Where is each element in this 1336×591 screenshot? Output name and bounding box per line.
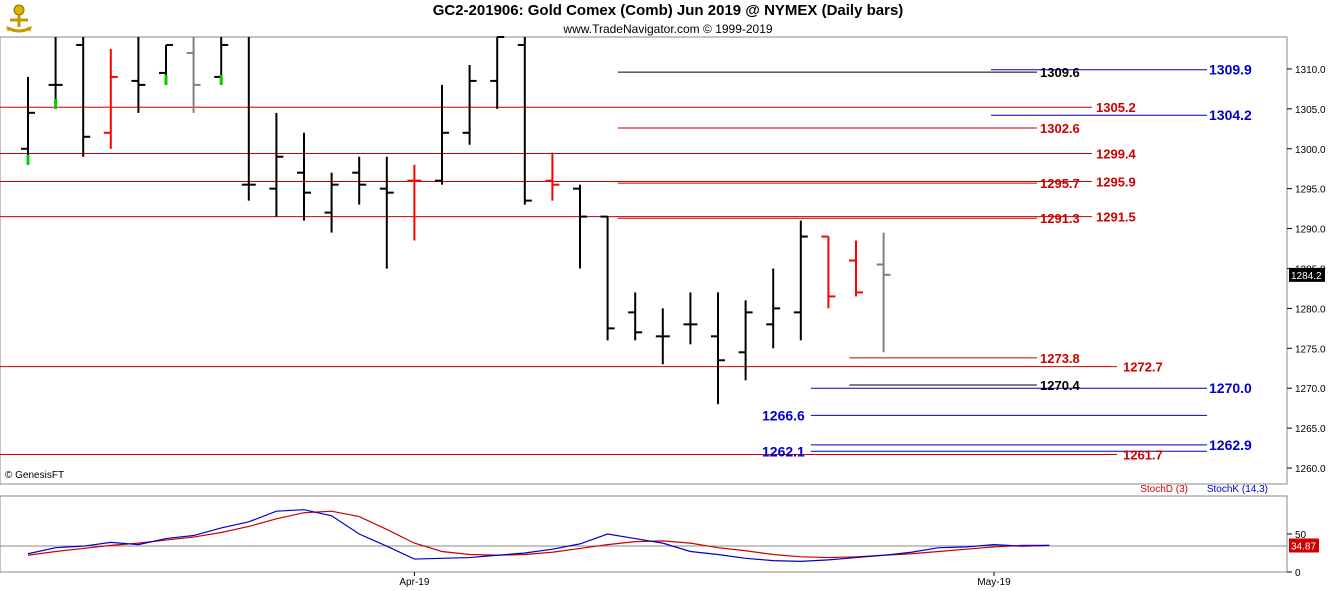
date-tick-label: Apr-19: [399, 577, 429, 588]
level-label: 1291.3: [1040, 211, 1080, 226]
level-label: 1305.2: [1096, 100, 1136, 115]
level-label: 1270.4: [1040, 378, 1081, 393]
price-tick-label: 1270.0: [1295, 384, 1326, 395]
legend-stochk: StochK (14,3): [1207, 484, 1268, 495]
level-label: 1309.6: [1040, 65, 1080, 80]
level-label: 1295.7: [1040, 176, 1080, 191]
legend-stochd: StochD (3): [1140, 484, 1188, 495]
price-tick-label: 1280.0: [1295, 304, 1326, 315]
stochastic-last-value: 34.87: [1291, 541, 1316, 552]
level-label: 1270.0: [1209, 380, 1252, 396]
level-label: 1304.2: [1209, 107, 1252, 123]
price-panel-frame: [0, 36, 1288, 485]
level-label: 1299.4: [1096, 147, 1137, 162]
price-tick-label: 1265.0: [1295, 424, 1326, 435]
price-tick-label: 1290.0: [1295, 225, 1326, 236]
price-tick-label: 1275.0: [1295, 344, 1326, 355]
price-tick-label: 1310.0: [1295, 65, 1326, 76]
level-label: 1266.6: [762, 407, 805, 423]
chart-title: GC2-201906: Gold Comex (Comb) Jun 2019 @…: [432, 2, 904, 19]
level-label: 1272.7: [1123, 360, 1163, 375]
level-label: 1261.7: [1123, 447, 1163, 462]
stochastic-last-value-box: [1289, 538, 1319, 553]
chart-header: GC2-201906: Gold Comex (Comb) Jun 2019 @…: [0, 0, 1336, 37]
level-label: 1295.9: [1096, 174, 1136, 189]
level-label: 1309.9: [1209, 62, 1252, 78]
copyright-text: © GenesisFT: [5, 470, 64, 481]
date-tick-label: May-19: [977, 577, 1011, 588]
price-tick-label: 1305.0: [1295, 105, 1326, 116]
stochastic-tick-label: 50: [1295, 530, 1307, 541]
level-label: 1291.5: [1096, 210, 1136, 225]
level-label: 1302.6: [1040, 121, 1080, 136]
stochastic-series-line: [27, 509, 1050, 562]
level-label: 1262.9: [1209, 437, 1252, 453]
trade-navigator-logo-icon: [6, 4, 32, 33]
last-price-label: 1284.2: [1291, 271, 1322, 282]
last-price-box: [1289, 267, 1325, 282]
stochastic-tick-label: 0: [1295, 568, 1301, 579]
level-label: 1273.8: [1040, 351, 1080, 366]
price-tick-label: 1300.0: [1295, 145, 1326, 156]
chart-subtitle: www.TradeNavigator.com © 1999-2019: [563, 22, 773, 36]
level-label: 1262.1: [762, 443, 805, 459]
price-tick-label: 1295.0: [1295, 185, 1326, 196]
stochastic-panel-frame: [0, 495, 1288, 573]
price-tick-label: 1260.0: [1295, 464, 1326, 475]
